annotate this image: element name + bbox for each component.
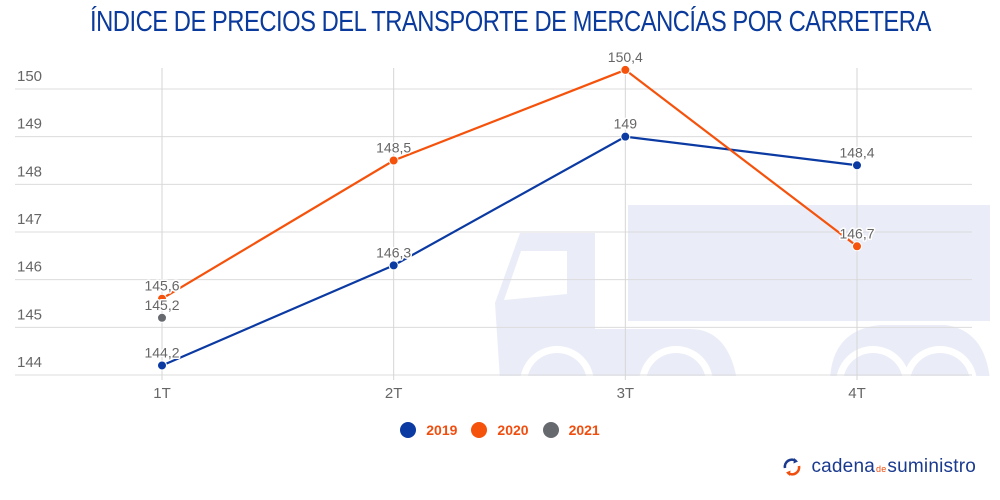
data-labels: 144,2 146,3 149 148,4 145,6 148,5 150,4 146,7 14… bbox=[143, 47, 876, 362]
legend-item-2019[interactable]: 2019 bbox=[400, 422, 457, 438]
legend-marker-2019 bbox=[400, 422, 417, 438]
data-label-2019: 148,4 bbox=[839, 144, 874, 160]
y-tick-label: 145 bbox=[17, 306, 42, 323]
refresh-arrows-icon bbox=[784, 458, 801, 476]
gridlines bbox=[15, 68, 972, 380]
brand-logo[interactable]: cadenadesuministro bbox=[781, 456, 976, 478]
data-label-2020: 145,6 bbox=[144, 278, 179, 294]
data-label-2020: 150,4 bbox=[608, 49, 643, 65]
chart-title: ÍNDICE DE PRECIOS DEL TRANSPORTE DE MERC… bbox=[90, 6, 931, 38]
data-point-2020[interactable] bbox=[388, 155, 399, 166]
series-line-2020 bbox=[161, 68, 858, 300]
legend-label: 2019 bbox=[426, 422, 458, 438]
legend-marker-2021 bbox=[542, 422, 559, 438]
data-label-2019: 144,2 bbox=[144, 344, 179, 360]
data-point-2020[interactable] bbox=[157, 293, 167, 304]
data-point-2019[interactable] bbox=[157, 360, 167, 371]
x-tick-label: 1T bbox=[153, 385, 171, 402]
data-label-2019: 146,3 bbox=[376, 244, 411, 260]
truck-windows bbox=[504, 251, 567, 300]
y-axis: 150 149 148 147 146 145 144 bbox=[17, 68, 42, 371]
data-label-2020: 148,5 bbox=[376, 140, 411, 156]
legend-item-2021[interactable]: 2021 bbox=[542, 422, 600, 438]
data-point-2019[interactable] bbox=[620, 131, 631, 142]
truck-trailer bbox=[628, 205, 990, 321]
data-point-2019[interactable] bbox=[388, 260, 399, 271]
y-tick-label: 150 bbox=[17, 68, 42, 85]
x-tick-label: 4T bbox=[848, 385, 866, 402]
data-label-2020: 146,7 bbox=[839, 225, 874, 241]
legend-item-2020[interactable]: 2020 bbox=[471, 422, 529, 438]
y-tick-label: 146 bbox=[17, 259, 42, 276]
data-label-2021: 145,2 bbox=[144, 297, 179, 313]
series-group bbox=[157, 64, 862, 371]
x-tick-label: 2T bbox=[385, 385, 403, 402]
legend: 2019 2020 2021 bbox=[0, 422, 1000, 438]
data-point-2020[interactable] bbox=[620, 64, 631, 75]
logo-text: cadenadesuministro bbox=[811, 456, 976, 477]
y-tick-label: 144 bbox=[17, 354, 42, 371]
y-tick-label: 149 bbox=[17, 116, 42, 133]
legend-label: 2021 bbox=[568, 422, 600, 438]
series-line-2019 bbox=[161, 135, 858, 367]
data-point-2021[interactable] bbox=[157, 312, 167, 323]
data-label-2019: 149 bbox=[614, 116, 638, 132]
x-axis: 1T 2T 3T 4T bbox=[153, 385, 866, 402]
legend-marker-2020 bbox=[471, 422, 488, 438]
y-tick-label: 147 bbox=[17, 211, 42, 228]
y-tick-label: 148 bbox=[17, 163, 42, 180]
data-point-2019[interactable] bbox=[852, 160, 862, 171]
data-point-2020[interactable] bbox=[852, 241, 862, 252]
legend-label: 2020 bbox=[497, 422, 529, 438]
x-tick-label: 3T bbox=[617, 385, 635, 402]
